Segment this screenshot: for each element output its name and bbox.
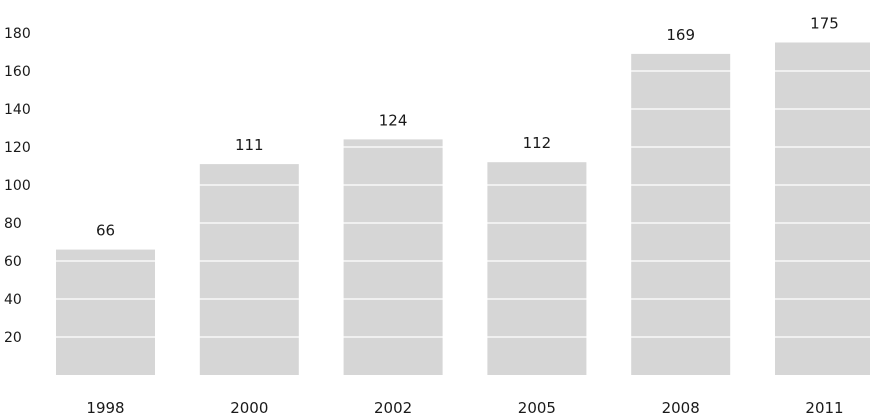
y-tick-label-80: 80: [4, 216, 22, 232]
y-tick-label-120: 120: [4, 140, 31, 156]
x-tick-label-2002: 2002: [374, 399, 412, 414]
y-tick-label-20: 20: [4, 330, 22, 346]
x-tick-label-2005: 2005: [518, 399, 556, 414]
bar-2008: [631, 53, 731, 376]
bar-2002: [343, 139, 443, 375]
bar-1998: [56, 249, 155, 375]
data-label-1998: 66: [96, 222, 115, 240]
x-tick-label-1998: 1998: [86, 399, 124, 414]
y-tick-label-40: 40: [4, 292, 22, 308]
bar-2000: [199, 164, 299, 375]
y-tick-label-180: 180: [4, 26, 31, 42]
x-axis-labels: 1998 2000 2002 2005 2008 2011: [86, 399, 843, 414]
data-label-2002: 124: [379, 111, 408, 129]
bars: [56, 42, 870, 376]
data-label-2000: 111: [235, 136, 264, 154]
bar-2011: [775, 42, 870, 375]
x-tick-label-2008: 2008: [662, 399, 700, 414]
data-label-2005: 112: [523, 134, 552, 152]
x-tick-label-2000: 2000: [230, 399, 268, 414]
y-tick-label-60: 60: [4, 254, 22, 270]
data-label-2008: 169: [666, 26, 695, 44]
y-tick-label-160: 160: [4, 64, 31, 80]
y-tick-label-100: 100: [4, 178, 31, 194]
bar-2005: [487, 162, 587, 375]
x-tick-label-2011: 2011: [805, 399, 843, 414]
data-label-2011: 175: [810, 15, 839, 33]
gridlines: [40, 32, 870, 338]
y-tick-label-140: 140: [4, 102, 31, 118]
data-labels: 66 111 124 112 169 175: [96, 15, 839, 240]
y-axis-ticks: 20 40 60 80 100 120 140 160 180: [4, 26, 31, 346]
